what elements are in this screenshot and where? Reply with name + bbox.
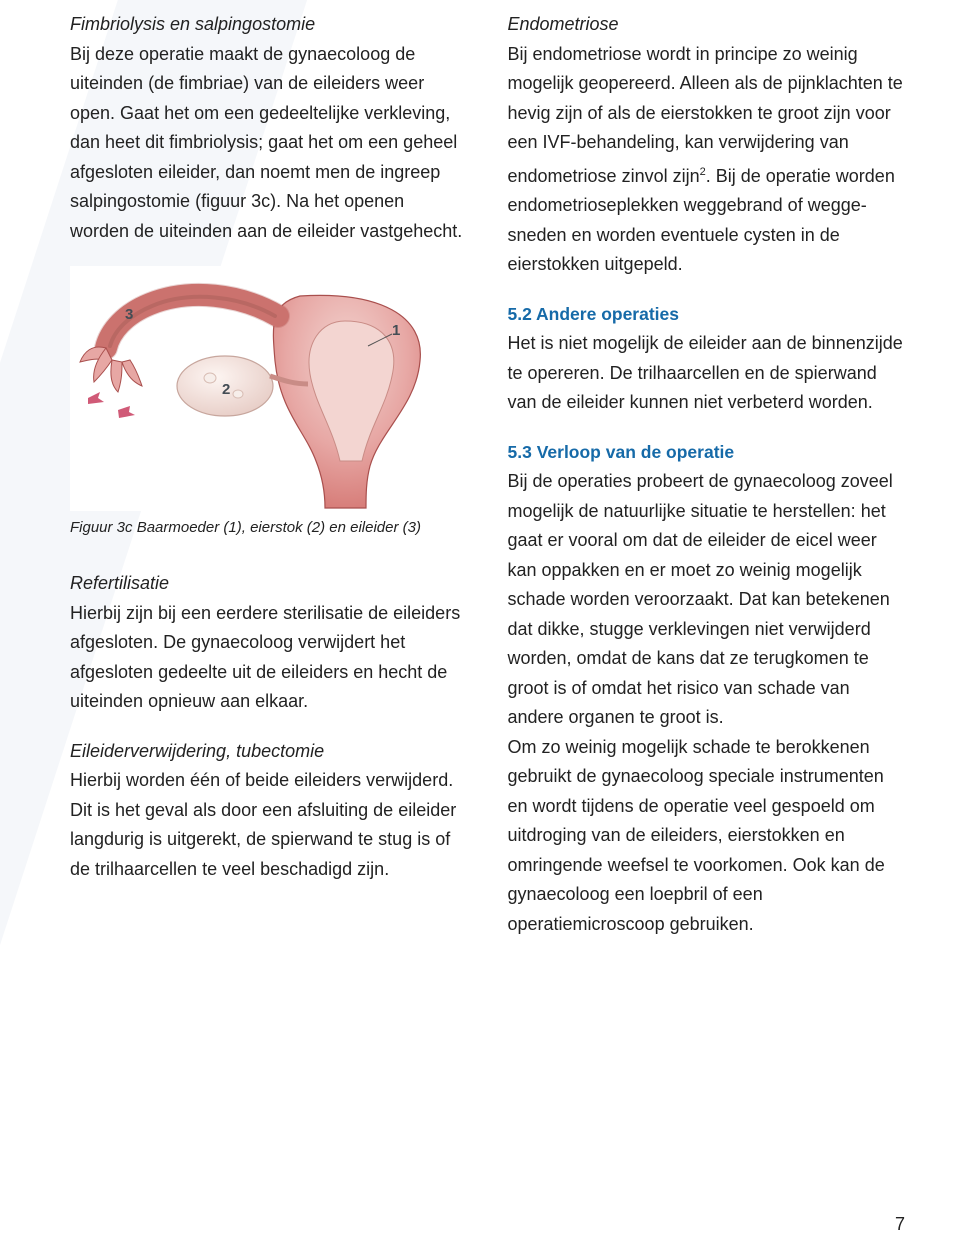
para-title-tubectomie: Eileiderverwijdering, tubectomie bbox=[70, 741, 324, 761]
para-body-endometriose-a: Bij endometriose wordt in principe zo we… bbox=[508, 44, 903, 186]
figure-label-1: 1 bbox=[392, 322, 400, 339]
paragraph-refertilisatie: Refertilisatie Hierbij zijn bij een eerd… bbox=[70, 569, 468, 717]
para-body-tubectomie: Hierbij worden één of beide eileiders ve… bbox=[70, 770, 456, 879]
anatomy-illustration-icon bbox=[70, 266, 430, 511]
para-title-refertilisatie: Refertilisatie bbox=[70, 573, 169, 593]
figure-3c-caption: Figuur 3c Baarmoeder (1), eierstok (2) e… bbox=[70, 517, 468, 539]
section-5-3: 5.3 Verloop van de operatie Bij de opera… bbox=[508, 438, 906, 940]
page-number: 7 bbox=[895, 1214, 905, 1235]
paragraph-tubectomie: Eileiderverwijdering, tubectomie Hierbij… bbox=[70, 737, 468, 885]
para-title-endometriose: Endometriose bbox=[508, 14, 619, 34]
right-column: Endometriose Bij endometriose wordt in p… bbox=[508, 10, 906, 939]
figure-3c: 1 2 3 Figuur 3c Baarmoeder (1), eierstok… bbox=[70, 266, 468, 539]
para-body-fimbriolysis: Bij deze operatie maakt de gynaecoloog d… bbox=[70, 44, 462, 241]
heading-5-2: 5.2 Andere operaties bbox=[508, 304, 680, 324]
figure-label-3: 3 bbox=[125, 306, 133, 323]
left-column: Fimbriolysis en salpingostomie Bij deze … bbox=[70, 10, 468, 939]
heading-5-3: 5.3 Verloop van de operatie bbox=[508, 442, 735, 462]
paragraph-endometriose: Endometriose Bij endometriose wordt in p… bbox=[508, 10, 906, 280]
figure-3c-image: 1 2 3 bbox=[70, 266, 430, 511]
body-5-3-b: Om zo weinig mogelijk schade te berok­ke… bbox=[508, 737, 885, 934]
para-body-refertilisatie: Hierbij zijn bij een eerdere sterilisati… bbox=[70, 603, 460, 712]
paragraph-fimbriolysis: Fimbriolysis en salpingostomie Bij deze … bbox=[70, 10, 468, 246]
two-column-layout: Fimbriolysis en salpingostomie Bij deze … bbox=[70, 10, 905, 939]
body-5-2: Het is niet mogelijk de eileider aan de … bbox=[508, 333, 903, 412]
para-title-fimbriolysis: Fimbriolysis en salpingostomie bbox=[70, 14, 315, 34]
body-5-3-a: Bij de operaties probeert de gynaecoloog… bbox=[508, 471, 893, 727]
figure-label-2: 2 bbox=[222, 381, 230, 398]
section-5-2: 5.2 Andere operaties Het is niet mogelij… bbox=[508, 300, 906, 418]
document-page: Fimbriolysis en salpingostomie Bij deze … bbox=[0, 0, 960, 1257]
